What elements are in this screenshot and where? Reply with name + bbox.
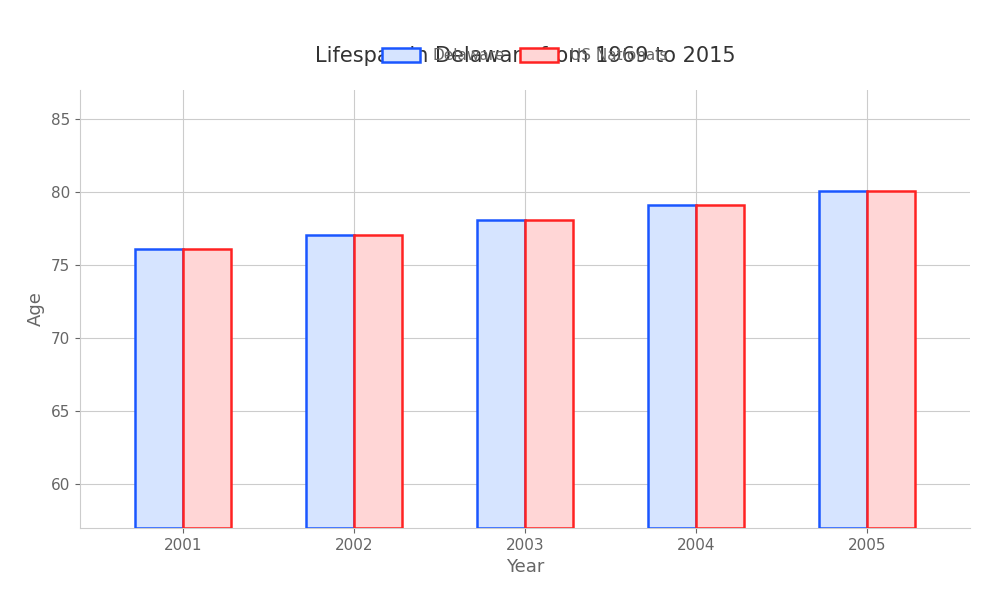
Bar — [354, 235, 402, 528]
X-axis label: Year: Year — [506, 558, 544, 576]
Title: Lifespan in Delaware from 1969 to 2015: Lifespan in Delaware from 1969 to 2015 — [315, 46, 735, 66]
Bar — [525, 220, 573, 528]
Bar — [696, 205, 744, 528]
Bar — [867, 191, 915, 528]
Bar — [819, 191, 867, 528]
Bar — [183, 249, 231, 528]
Bar — [648, 205, 696, 528]
Bar — [306, 235, 354, 528]
Bar — [135, 249, 183, 528]
Bar — [477, 220, 525, 528]
Y-axis label: Age: Age — [27, 292, 45, 326]
Legend: Delaware, US Nationals: Delaware, US Nationals — [374, 41, 676, 71]
